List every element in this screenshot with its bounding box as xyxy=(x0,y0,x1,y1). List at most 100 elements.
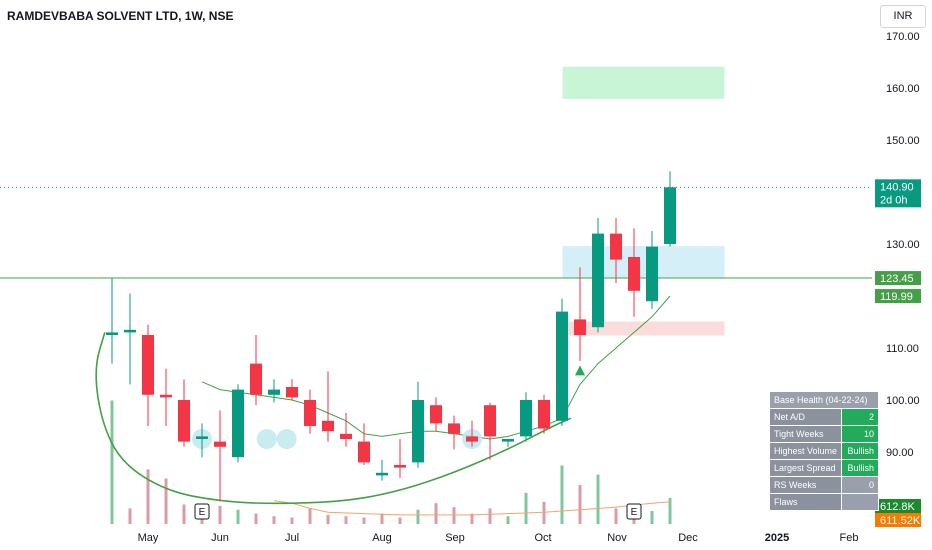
volume-bar xyxy=(470,513,474,524)
x-tick-label: Jul xyxy=(285,532,299,544)
bh-value-net-ad: 2 xyxy=(841,408,880,426)
earnings-marker-label: E xyxy=(199,507,206,518)
y-tick-label: 150.00 xyxy=(886,135,920,147)
price-label-box xyxy=(875,499,921,513)
chart-title: RAMDEVBABA SOLVENT LTD, 1W, NSE xyxy=(7,9,234,23)
x-tick-label: Oct xyxy=(534,532,551,544)
zone-box xyxy=(562,246,725,279)
y-tick-label: 130.00 xyxy=(886,239,920,251)
volume-bar xyxy=(380,513,384,524)
volume-bar xyxy=(236,509,240,524)
earnings-marker-label: E xyxy=(631,507,638,518)
volume-ma-line xyxy=(273,500,671,516)
volume-bar xyxy=(164,478,168,524)
volume-bar xyxy=(614,508,618,524)
volume-bar xyxy=(290,517,294,524)
volume-bar xyxy=(596,474,600,524)
candle-body xyxy=(178,400,190,442)
y-tick-label: 100.00 xyxy=(886,395,920,407)
volume-bar xyxy=(272,516,276,524)
volume-bar xyxy=(218,505,222,524)
y-tick-label: 110.00 xyxy=(886,343,919,355)
x-tick-label: Sep xyxy=(445,532,465,544)
bh-label-largest-spread: Largest Spread xyxy=(768,459,843,477)
candle-body xyxy=(610,233,622,260)
currency-selector[interactable]: INR xyxy=(880,5,926,28)
candle-body xyxy=(466,436,478,442)
bh-value-largest-spread: Bullish xyxy=(841,459,880,477)
y-tick-label: 160.00 xyxy=(886,83,920,95)
bh-label-flaws: Flaws xyxy=(768,493,843,511)
price-label-box xyxy=(875,289,921,304)
candle-body xyxy=(538,400,550,429)
bh-value-rs-weeks: 0 xyxy=(841,476,880,494)
candle-body xyxy=(628,257,640,291)
volume-bar xyxy=(326,514,330,524)
candle-body xyxy=(520,400,532,437)
volume-bar xyxy=(506,516,510,524)
bh-value-highest-volume: Bullish xyxy=(841,442,880,460)
volume-bar xyxy=(542,501,546,524)
price-label-box xyxy=(875,271,921,286)
candle-body xyxy=(304,400,316,426)
highlight-circle xyxy=(276,429,297,449)
candle-body xyxy=(214,441,226,447)
x-tick-label: May xyxy=(138,532,159,544)
bh-value-tight-weeks: 10 xyxy=(841,425,880,443)
candle-body xyxy=(592,233,604,328)
candle-body xyxy=(376,472,388,476)
candle-body xyxy=(646,246,658,302)
zone-box xyxy=(562,66,725,99)
volume-bar xyxy=(146,469,150,524)
candle-body xyxy=(160,394,172,398)
candle-body xyxy=(106,332,118,335)
bh-value-flaws xyxy=(841,493,880,511)
y-tick-label: 170.00 xyxy=(886,31,920,43)
candle-body xyxy=(502,439,514,442)
candle-body xyxy=(394,465,406,468)
candle-body xyxy=(448,423,460,434)
price-label: 123.45 xyxy=(880,273,914,285)
candle-body xyxy=(286,387,298,398)
buy-signal-triangle xyxy=(575,365,585,376)
price-label: 611.52K xyxy=(880,515,921,527)
candle-body xyxy=(142,335,154,395)
base-health-title: Base Health (04-22-24) xyxy=(768,391,880,409)
x-tick-label: Dec xyxy=(678,532,698,544)
volume-bar xyxy=(668,498,672,524)
volume-bar xyxy=(434,503,438,524)
price-label: 140.90 xyxy=(880,181,914,193)
volume-bar xyxy=(344,516,348,524)
candle-body xyxy=(664,187,676,244)
earnings-marker xyxy=(626,503,642,520)
candle-body xyxy=(484,405,496,437)
price-label-box xyxy=(875,513,921,527)
candle-body xyxy=(412,400,424,463)
x-tick-label: Jun xyxy=(211,532,229,544)
y-tick-label: 90.00 xyxy=(886,447,914,459)
bh-label-net-ad: Net A/D xyxy=(768,408,843,426)
volume-bar xyxy=(128,508,132,524)
volume-bar xyxy=(110,400,114,524)
volume-bar xyxy=(524,492,528,524)
volume-bar xyxy=(578,485,582,524)
volume-bar xyxy=(398,517,402,524)
x-tick-label: Nov xyxy=(607,532,627,544)
volume-bar xyxy=(182,504,186,524)
candle-body xyxy=(574,319,586,335)
earnings-marker xyxy=(194,503,210,520)
candle-body xyxy=(322,420,334,432)
x-tick-label: Feb xyxy=(840,532,859,544)
volume-bar xyxy=(362,517,366,524)
volume-bar xyxy=(560,465,564,524)
highlight-circle xyxy=(256,429,277,449)
candle-body xyxy=(430,405,442,424)
bh-label-rs-weeks: RS Weeks xyxy=(768,476,843,494)
x-tick-label: Aug xyxy=(372,532,392,544)
volume-bar xyxy=(254,513,258,524)
price-label: 612.8K xyxy=(880,501,916,513)
base-health-table: Base Health (04-22-24) Net A/D 2 Tight We… xyxy=(768,391,880,511)
price-label-box xyxy=(875,179,921,208)
volume-bar xyxy=(416,509,420,524)
